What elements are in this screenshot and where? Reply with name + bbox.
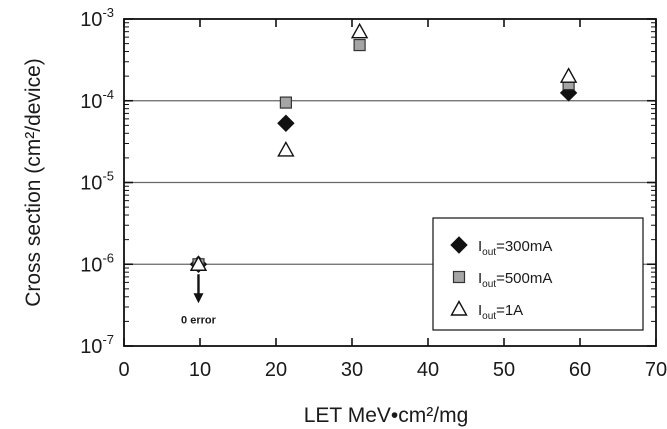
point-series-1 [353,38,366,52]
x-tick-label: 50 [493,359,515,381]
y-axis-title: Cross section (cm²/device) [22,58,45,307]
x-tick-label: 70 [645,359,667,381]
y-tick-label: 10-6 [80,250,114,276]
legend-label: Iout=500mA [478,270,552,290]
y-tick-label: 10-7 [80,332,114,358]
point-series-2 [189,255,208,271]
y-tick-label: 10-5 [80,169,114,195]
y-tick-label: 10-4 [80,87,114,113]
legend-label: Iout=1A [478,302,523,322]
point-series-2 [277,141,295,157]
x-tick-label: 30 [341,359,363,381]
x-tick-label: 10 [189,359,211,381]
annotation-arrow-head [193,293,204,304]
legend-marker-2 [450,300,468,316]
legend-label: Iout=300mA [478,238,552,258]
legend-marker-0 [450,236,468,254]
x-axis-title: LET MeV•cm²/mg [304,404,469,427]
point-series-2 [559,67,578,83]
y-tick-label: 10-3 [80,5,114,31]
point-series-0 [277,114,295,132]
legend-box [432,217,644,331]
point-series-2 [350,22,369,39]
x-tick-label: 40 [417,359,439,381]
legend-marker-1 [452,270,466,284]
annotation-label: 0 error [181,314,217,326]
x-tick-label: 20 [265,359,287,381]
x-tick-label: 0 [118,359,129,381]
x-tick-label: 60 [569,359,591,381]
point-series-1 [279,96,292,109]
